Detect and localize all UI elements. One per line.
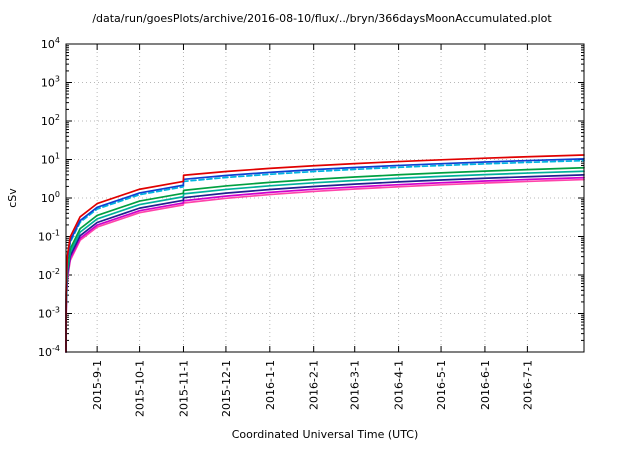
x-tick-label: 2016-1-1	[264, 360, 277, 410]
x-tick-label: 2016-6-1	[479, 360, 492, 410]
chart-title: /data/run/goesPlots/archive/2016-08-10/f…	[92, 12, 552, 25]
y-tick-label: 101	[41, 152, 60, 167]
y-tick-label: 10-3	[38, 306, 60, 321]
y-tick-label: 10-2	[38, 267, 60, 282]
y-axis-label: cSv	[6, 188, 19, 208]
y-tick-label: 103	[41, 75, 60, 90]
plot-area: 10-4 10-3 10-2 10-1 100 101 102 103 104 2015-9-1 2…	[38, 36, 585, 417]
x-tick-label: 2016-3-1	[349, 360, 362, 410]
x-axis-label: Coordinated Universal Time (UTC)	[232, 428, 419, 441]
x-tick-label: 2016-5-1	[435, 360, 448, 410]
x-tick-label: 2016-4-1	[393, 360, 406, 410]
x-tick-label: 2015-9-1	[91, 360, 104, 410]
x-tick-label: 2016-2-1	[308, 360, 321, 410]
y-tick-label: 10-1	[38, 229, 60, 244]
x-tick-label: 2015-10-1	[134, 360, 147, 417]
y-tick-label: 100	[41, 190, 60, 205]
series-green-line	[65, 166, 585, 353]
series-red-line	[65, 154, 585, 353]
series-pink-line	[65, 178, 585, 353]
x-tick-label: 2015-12-1	[220, 360, 233, 417]
x-tick-label: 2016-7-1	[521, 360, 534, 410]
series-navy-line	[65, 174, 585, 353]
y-tick-label: 104	[41, 36, 60, 51]
y-tick-label: 10-4	[38, 344, 60, 359]
x-tick-label: 2015-11-1	[177, 360, 190, 417]
plot-border	[65, 43, 585, 353]
y-tick-label: 102	[41, 113, 60, 128]
